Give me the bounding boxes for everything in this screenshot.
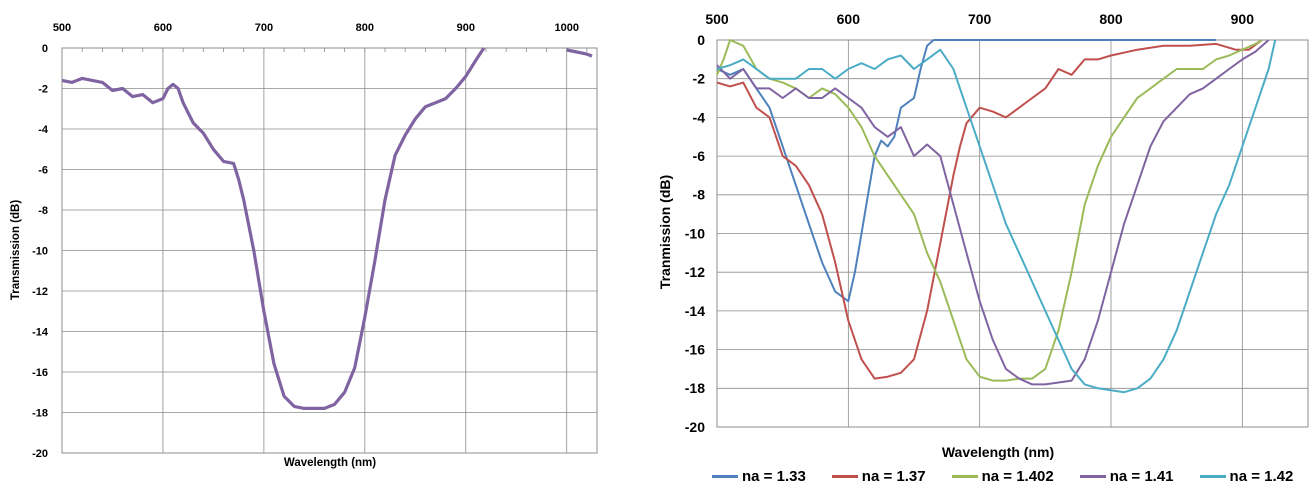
legend-label: na = 1.42 bbox=[1229, 468, 1294, 485]
chart-1-x-tick-label: 700 bbox=[968, 11, 992, 27]
legend-item-1: na = 1.37 bbox=[831, 468, 926, 485]
chart-1-x-tick-label: 900 bbox=[1231, 11, 1255, 27]
chart-0-x-tick-label: 900 bbox=[457, 22, 475, 34]
chart-0-x-tick-label: 500 bbox=[53, 22, 71, 34]
left-x-axis-label: Wavelength (nm) bbox=[284, 457, 376, 469]
chart-0-y-tick-label: -10 bbox=[32, 245, 48, 257]
chart-1-y-tick-label: -8 bbox=[693, 187, 706, 203]
chart-0-y-tick-label: -20 bbox=[32, 448, 48, 460]
chart-0-y-tick-label: -18 bbox=[32, 407, 48, 419]
chart-1-y-tick-label: -18 bbox=[685, 380, 705, 396]
chart-1-series-line-1 bbox=[716, 39, 1263, 380]
chart-0-y-tick-label: -14 bbox=[32, 326, 49, 338]
chart-1-x-tick-label: 800 bbox=[1099, 11, 1123, 27]
chart-1-y-tick-label: -2 bbox=[693, 71, 706, 87]
chart-1-y-tick-label: -16 bbox=[685, 342, 705, 358]
chart-1-y-tick-label: -20 bbox=[685, 419, 705, 435]
legend-swatch bbox=[831, 475, 858, 478]
legend-item-4: na = 1.42 bbox=[1199, 468, 1294, 485]
chart-1-y-tick-label: -6 bbox=[693, 148, 706, 164]
chart-1-x-tick-label: 600 bbox=[837, 11, 861, 27]
chart-0-y-tick-label: -16 bbox=[32, 367, 48, 379]
chart-1-y-tick-label: -4 bbox=[693, 109, 706, 125]
chart-0-series-line-0 bbox=[61, 47, 486, 410]
chart-1-x-tick-label: 500 bbox=[705, 11, 729, 27]
chart-1-y-tick-label: -14 bbox=[685, 303, 705, 319]
chart-0-x-tick-label: 1000 bbox=[554, 22, 578, 34]
chart-0-y-tick-label: -4 bbox=[38, 124, 49, 136]
chart-0-y-tick-label: -6 bbox=[38, 164, 48, 176]
left-y-axis-label: Transmission (dB) bbox=[10, 200, 22, 300]
chart-1-series-line-3 bbox=[716, 39, 1270, 386]
legend-label: na = 1.37 bbox=[861, 468, 926, 485]
right-chart-panel: Tranmission (dB) Wavelength (nm) 0 -2 -4 -6… bbox=[648, 0, 1312, 491]
legend-swatch bbox=[1199, 475, 1226, 478]
right-y-axis-label: Tranmission (dB) bbox=[657, 175, 673, 289]
chart-0-x-tick-label: 600 bbox=[154, 22, 172, 34]
legend-label: na = 1.41 bbox=[1109, 468, 1174, 485]
right-x-axis-label: Wavelength (nm) bbox=[942, 444, 1054, 460]
legend-label: na = 1.33 bbox=[742, 468, 806, 485]
chart-0-series-line-0 bbox=[566, 48, 593, 58]
chart-1-series-line-4 bbox=[716, 39, 1277, 394]
chart-0-x-tick-label: 800 bbox=[356, 22, 374, 34]
chart-0-y-tick-label: 0 bbox=[42, 43, 48, 55]
legend-label: na = 1.402 bbox=[981, 468, 1054, 485]
chart-1-plot: 0 -2 -4 -6 -8 -10 -12 -14 -16 -18 -20 500 600 700 800 9… bbox=[685, 11, 1309, 435]
legend-swatch bbox=[951, 475, 978, 478]
chart-1-series-line-0 bbox=[716, 39, 1217, 303]
chart-1-y-tick-label: 0 bbox=[697, 32, 705, 48]
legend-item-0: na = 1.33 bbox=[712, 468, 806, 485]
chart-0-y-tick-label: -2 bbox=[38, 83, 48, 95]
chart-1-y-tick-label: -12 bbox=[685, 264, 705, 280]
chart-0-x-tick-label: 700 bbox=[255, 22, 273, 34]
left-chart-panel: Transmission (dB) Wavelength (nm) 0 -2 -4 -… bbox=[0, 0, 600, 491]
right-chart-legend: na = 1.33 na = 1.37 na = 1.402 na = 1.41 na … bbox=[712, 468, 1293, 485]
chart-0-plot: 0 -2 -4 -6 -8 -10 -12 -14 -16 -18 -20 500 600 700 800 9… bbox=[32, 22, 598, 460]
chart-0-plot-frame bbox=[61, 47, 598, 454]
legend-swatch bbox=[712, 475, 738, 478]
chart-0-y-tick-label: -12 bbox=[32, 286, 48, 298]
legend-swatch bbox=[1079, 475, 1106, 478]
left-chart-svg: Transmission (dB) Wavelength (nm) 0 -2 -4 -… bbox=[10, 22, 598, 469]
right-chart-svg: Tranmission (dB) Wavelength (nm) 0 -2 -4 -6… bbox=[657, 11, 1309, 460]
legend-item-2: na = 1.402 bbox=[951, 468, 1054, 485]
chart-0-y-tick-label: -8 bbox=[38, 205, 48, 217]
chart-1-y-tick-label: -10 bbox=[685, 225, 705, 241]
legend-item-3: na = 1.41 bbox=[1079, 468, 1174, 485]
